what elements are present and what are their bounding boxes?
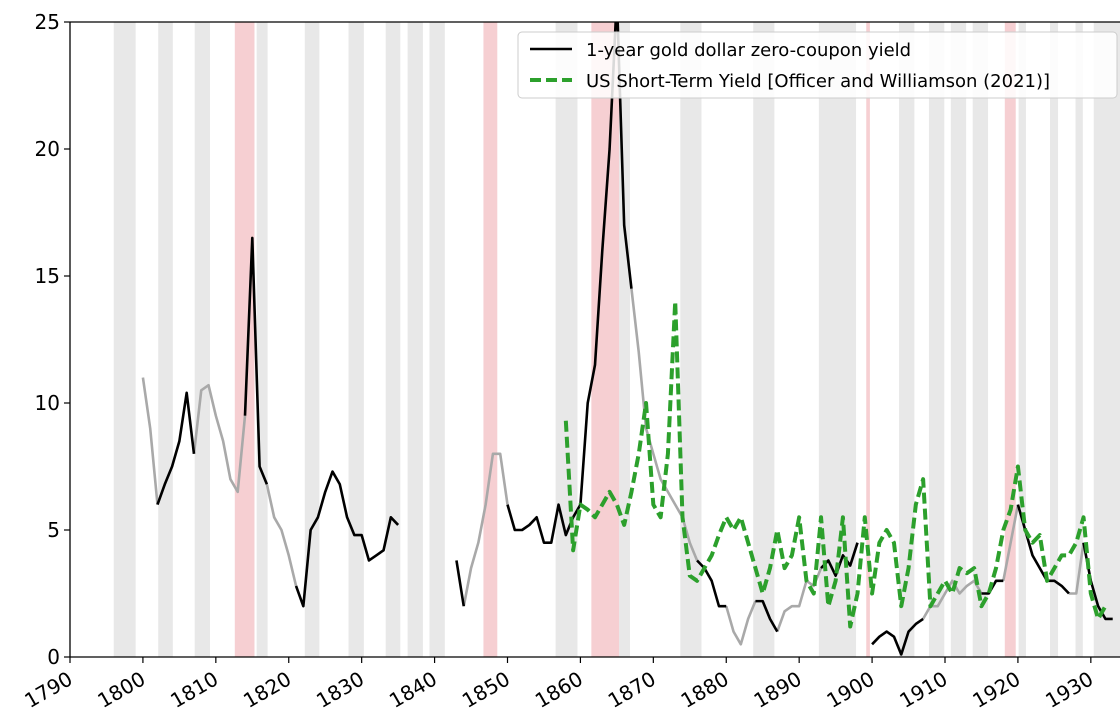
recession-band bbox=[113, 22, 136, 657]
recession-band bbox=[158, 22, 173, 657]
x-tick-label: 1830 bbox=[312, 667, 368, 713]
y-tick-label: 10 bbox=[35, 391, 60, 415]
x-tick-label: 1900 bbox=[822, 667, 878, 713]
x-tick-label: 1790 bbox=[20, 667, 76, 713]
recession-band bbox=[348, 22, 364, 657]
recession-band bbox=[194, 22, 210, 657]
x-tick-label: 1920 bbox=[968, 667, 1024, 713]
y-tick-label: 5 bbox=[47, 518, 60, 542]
shaded-bands bbox=[113, 22, 1120, 657]
recession-band bbox=[304, 22, 320, 657]
x-tick-label: 1930 bbox=[1041, 667, 1097, 713]
recession-band bbox=[407, 22, 423, 657]
x-tick-label: 1910 bbox=[895, 667, 951, 713]
war-band bbox=[866, 22, 870, 657]
recession-band bbox=[1093, 22, 1120, 657]
recession-band bbox=[385, 22, 401, 657]
x-tick-label: 1850 bbox=[458, 667, 514, 713]
recession-band bbox=[1050, 22, 1059, 657]
data-line bbox=[563, 299, 1108, 629]
x-tick-label: 1870 bbox=[604, 667, 660, 713]
war-band bbox=[1004, 22, 1016, 657]
x-tick-label: 1820 bbox=[239, 667, 295, 713]
legend-box bbox=[517, 31, 1118, 99]
recession-band bbox=[555, 22, 578, 657]
x-tick-label: 1860 bbox=[531, 667, 587, 713]
recession-band bbox=[619, 22, 630, 657]
recession-band bbox=[680, 22, 702, 657]
x-tick-label: 1810 bbox=[166, 667, 222, 713]
x-tick-label: 1800 bbox=[93, 667, 149, 713]
legend-label: 1-year gold dollar zero-coupon yield bbox=[586, 40, 911, 61]
recession-band bbox=[928, 22, 945, 657]
x-tick-label: 1880 bbox=[677, 667, 733, 713]
x-tick-label: 1890 bbox=[750, 667, 806, 713]
y-tick-label: 20 bbox=[35, 137, 60, 161]
legend: 1-year gold dollar zero-coupon yield US S… bbox=[517, 31, 1118, 99]
war-band bbox=[483, 22, 498, 657]
war-band bbox=[234, 22, 255, 657]
y-tick-label: 25 bbox=[35, 10, 60, 34]
recession-band bbox=[429, 22, 445, 657]
y-tick-label: 0 bbox=[47, 645, 60, 669]
recession-band bbox=[1018, 22, 1026, 657]
recession-band bbox=[1075, 22, 1083, 657]
recession-band bbox=[950, 22, 967, 657]
recession-band bbox=[972, 22, 989, 657]
lines bbox=[141, 22, 1113, 656]
recession-band bbox=[899, 22, 915, 657]
x-tick-label: 1840 bbox=[385, 667, 441, 713]
recession-band bbox=[753, 22, 775, 657]
recession-band bbox=[256, 22, 268, 657]
legend-label: US Short-Term Yield [Officer and William… bbox=[586, 71, 1050, 92]
y-tick-label: 15 bbox=[35, 264, 60, 288]
